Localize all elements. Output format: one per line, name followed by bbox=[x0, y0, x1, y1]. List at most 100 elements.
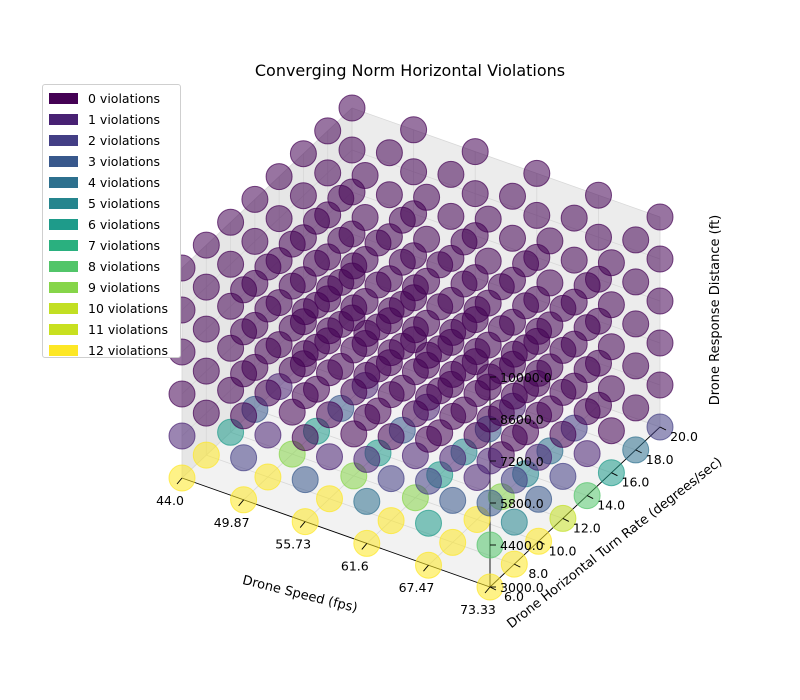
data-point bbox=[597, 249, 625, 277]
data-point bbox=[192, 315, 220, 343]
legend-item: 8 violations bbox=[49, 258, 161, 274]
data-point bbox=[549, 336, 577, 364]
y-tick-label: 14.0 bbox=[597, 498, 625, 513]
data-point bbox=[303, 207, 330, 235]
data-point bbox=[597, 333, 625, 361]
legend-label: 10 violations bbox=[88, 300, 168, 316]
data-point bbox=[500, 424, 528, 452]
legend-label: 5 violations bbox=[88, 195, 161, 211]
data-point bbox=[500, 466, 528, 494]
y-tick-label: 20.0 bbox=[670, 429, 698, 444]
data-point bbox=[415, 467, 442, 495]
data-point bbox=[450, 270, 478, 298]
legend-item: 9 violations bbox=[49, 280, 160, 295]
legend-item: 6 violations bbox=[49, 216, 161, 232]
data-point bbox=[230, 276, 258, 304]
y-tick-label: 18.0 bbox=[646, 452, 674, 467]
data-point bbox=[217, 208, 245, 236]
data-point bbox=[254, 421, 282, 449]
data-point bbox=[316, 485, 343, 513]
data-point bbox=[439, 318, 467, 346]
data-point bbox=[573, 272, 601, 300]
data-point bbox=[353, 319, 381, 347]
data-point bbox=[573, 314, 601, 342]
legend-label: 7 violations bbox=[88, 237, 161, 253]
legend-swatch bbox=[49, 155, 78, 167]
data-point bbox=[487, 315, 515, 343]
x-tick-mark bbox=[423, 564, 429, 572]
y-tick-label: 8.0 bbox=[528, 566, 548, 581]
data-point bbox=[353, 487, 381, 515]
y-tick-mark bbox=[611, 472, 618, 477]
legend-label: 8 violations bbox=[88, 258, 161, 274]
data-point bbox=[168, 380, 196, 408]
data-point bbox=[585, 181, 612, 209]
x-tick-mark bbox=[361, 543, 368, 550]
data-point bbox=[523, 201, 551, 229]
data-point bbox=[573, 440, 601, 468]
data-point bbox=[500, 340, 528, 368]
data-point bbox=[377, 507, 405, 535]
data-point bbox=[364, 229, 392, 257]
data-point bbox=[585, 223, 612, 251]
data-point bbox=[291, 466, 319, 494]
data-point bbox=[400, 158, 428, 186]
data-point bbox=[291, 298, 319, 326]
data-point bbox=[646, 203, 674, 231]
data-point bbox=[314, 117, 342, 145]
data-point bbox=[413, 183, 441, 211]
data-point bbox=[437, 160, 465, 188]
data-point bbox=[364, 271, 392, 299]
data-point bbox=[230, 360, 258, 388]
data-point bbox=[241, 185, 269, 213]
tick-labels: 44.0 49.87 55.73 61.6 67.47 73.33 6.0 8.010.0 12… bbox=[156, 370, 698, 617]
data-point bbox=[597, 417, 625, 445]
data-point bbox=[338, 94, 366, 122]
z-axis-label: Drone Response Distance (ft) bbox=[708, 215, 723, 406]
data-point bbox=[461, 180, 489, 208]
legend-swatch bbox=[49, 323, 78, 335]
data-point bbox=[597, 291, 625, 319]
y-tick-mark bbox=[538, 540, 545, 545]
data-point bbox=[254, 253, 282, 281]
data-point bbox=[622, 310, 650, 338]
x-tick-mark bbox=[238, 499, 244, 507]
data-point bbox=[291, 508, 319, 536]
legend-item: 10 violations bbox=[49, 300, 168, 316]
data-point bbox=[525, 401, 553, 429]
data-point bbox=[340, 252, 368, 280]
legend-swatch bbox=[49, 239, 78, 251]
data-point bbox=[573, 398, 601, 426]
x-tick-mark bbox=[484, 586, 491, 594]
data-point bbox=[254, 463, 282, 491]
data-point bbox=[413, 225, 441, 253]
data-point bbox=[487, 273, 515, 301]
legend-item: 2 violations bbox=[49, 133, 160, 148]
z-tick-label: 8600.0 bbox=[500, 412, 544, 427]
data-point bbox=[265, 205, 293, 233]
data-point bbox=[536, 269, 564, 297]
y-tick-mark bbox=[635, 449, 642, 454]
data-point bbox=[500, 550, 528, 578]
legend-item: 4 violations bbox=[49, 175, 160, 190]
x-tick-label: 73.33 bbox=[460, 602, 496, 617]
legend-label: 6 violations bbox=[88, 216, 161, 232]
data-point bbox=[426, 251, 454, 279]
z-tick-label: 3000.0 bbox=[500, 580, 544, 595]
legend-item: 0 violations bbox=[49, 91, 160, 106]
x-tick-label: 61.6 bbox=[341, 558, 369, 573]
data-point bbox=[512, 250, 540, 278]
data-point bbox=[289, 140, 317, 168]
legend-swatch bbox=[49, 218, 78, 230]
data-point bbox=[230, 444, 258, 472]
data-point bbox=[377, 381, 405, 409]
data-point bbox=[327, 184, 355, 212]
data-point bbox=[646, 329, 674, 357]
y-tick-label: 12.0 bbox=[573, 520, 601, 535]
x-tick-label: 67.47 bbox=[399, 580, 435, 595]
data-point bbox=[265, 163, 293, 191]
legend-item: 1 violations bbox=[49, 112, 160, 127]
data-point bbox=[415, 425, 442, 453]
data-point bbox=[375, 139, 403, 167]
legend-swatch bbox=[49, 344, 78, 356]
